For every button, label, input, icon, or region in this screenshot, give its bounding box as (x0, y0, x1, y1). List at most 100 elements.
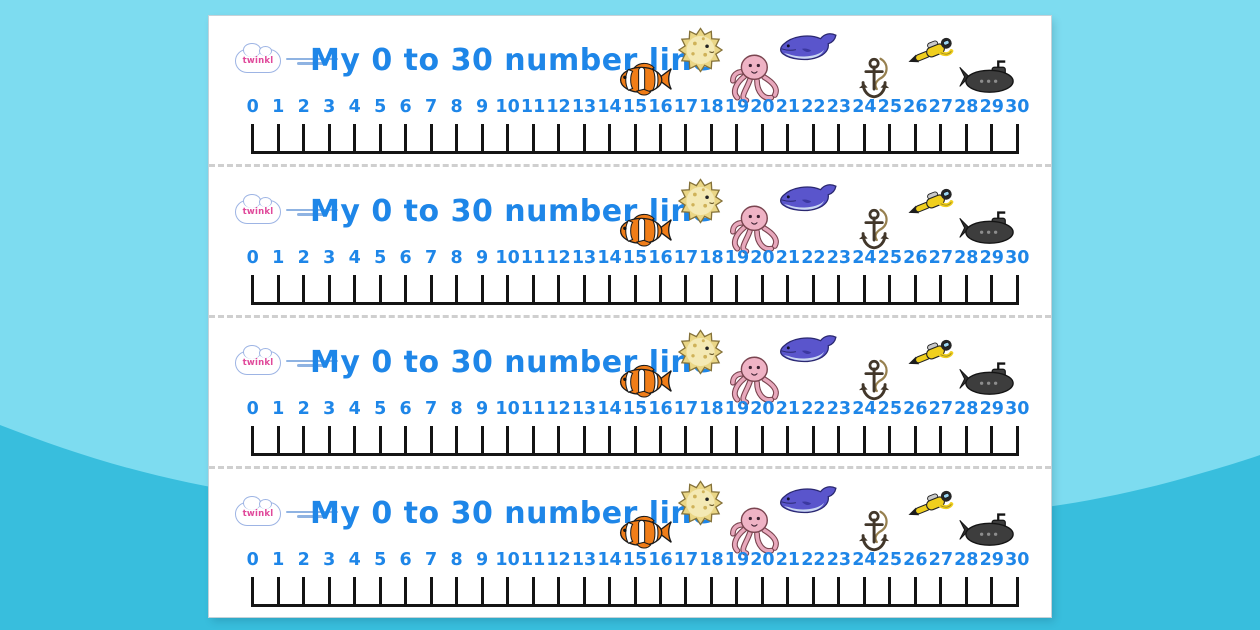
tick-mark (353, 124, 357, 154)
tick-mark (251, 124, 255, 154)
tick-mark (990, 426, 994, 456)
tick-mark (276, 124, 280, 154)
tick-mark (404, 426, 408, 456)
logo-caption-lines (286, 207, 338, 218)
number-label: 16 (648, 550, 673, 570)
number-label: 14 (597, 248, 622, 268)
number-label: 9 (476, 97, 489, 117)
number-label: 21 (775, 248, 801, 268)
tick-mark (735, 577, 739, 607)
tick-mark (633, 124, 637, 154)
tick-mark (786, 577, 790, 607)
number-label: 10 (495, 248, 520, 268)
number-label: 9 (476, 550, 489, 570)
tick-mark (302, 275, 306, 305)
pufferfish-icon (678, 328, 723, 376)
clownfish-icon (618, 60, 673, 98)
number-label: 16 (648, 248, 673, 268)
number-line-ruler (240, 275, 1030, 305)
number-label: 4 (348, 399, 361, 419)
number-label: 21 (775, 97, 801, 117)
tick-mark (837, 577, 841, 607)
tick-mark (658, 275, 662, 305)
number-label: 13 (571, 248, 597, 268)
number-label: 13 (571, 399, 597, 419)
number-label: 30 (1005, 399, 1030, 419)
twinkl-cloud-icon: twinkl (235, 194, 281, 224)
number-label: 17 (673, 399, 699, 419)
tick-mark (888, 124, 892, 154)
tick-mark (251, 275, 255, 305)
twinkl-logo: twinkl (235, 345, 338, 375)
tick-mark (990, 124, 994, 154)
tick-mark (862, 426, 866, 456)
tick-mark (276, 426, 280, 456)
number-label: 0 (246, 399, 259, 419)
number-label: 14 (597, 399, 622, 419)
twinkl-brand-text: twinkl (242, 358, 274, 368)
number-label: 5 (374, 248, 387, 268)
number-label: 23 (826, 97, 852, 117)
tick-mark (608, 124, 612, 154)
number-label: 11 (520, 550, 546, 570)
tick-mark (455, 426, 459, 456)
tick-mark (480, 124, 484, 154)
number-label: 12 (546, 399, 571, 419)
number-label: 8 (450, 248, 463, 268)
whale-icon (775, 333, 839, 367)
number-label: 30 (1005, 248, 1030, 268)
number-label: 28 (954, 550, 979, 570)
number-label: 7 (425, 550, 438, 570)
tick-mark (709, 577, 713, 607)
tick-mark (531, 275, 535, 305)
tick-mark (1015, 426, 1019, 456)
scuba-diver-icon (903, 328, 960, 370)
number-label: 1 (272, 248, 285, 268)
number-label: 30 (1005, 97, 1030, 117)
number-label: 13 (571, 97, 597, 117)
tick-mark (811, 124, 815, 154)
tick-mark (302, 577, 306, 607)
tick-mark (964, 577, 968, 607)
number-label: 11 (520, 248, 546, 268)
clownfish-icon (618, 362, 673, 400)
number-label: 3 (323, 550, 336, 570)
number-label: 22 (801, 399, 826, 419)
number-labels: 0 1 2 3 4 5 6 7 8 9 10 11 12 13 14 15 16 17 18 19 20 21 22 23 24… (240, 398, 1030, 421)
tick-mark (327, 426, 331, 456)
tick-mark (378, 275, 382, 305)
number-label: 26 (903, 550, 928, 570)
twinkl-logo: twinkl (235, 194, 338, 224)
submarine-icon (958, 509, 1014, 549)
tick-mark (455, 124, 459, 154)
logo-caption-lines (286, 56, 338, 67)
tick-mark (327, 577, 331, 607)
number-label: 29 (979, 399, 1004, 419)
tick-mark (709, 124, 713, 154)
number-label: 29 (979, 550, 1004, 570)
tick-mark (939, 124, 943, 154)
number-label: 16 (648, 399, 673, 419)
number-label: 20 (750, 97, 775, 117)
clownfish-icon (618, 211, 673, 249)
number-label: 18 (699, 248, 724, 268)
logo-caption-lines (286, 358, 338, 369)
number-label: 27 (928, 550, 953, 570)
tick-mark (811, 577, 815, 607)
number-label: 24 (852, 399, 877, 419)
number-label: 7 (425, 248, 438, 268)
number-label: 18 (699, 399, 724, 419)
tick-mark (480, 275, 484, 305)
number-label: 13 (571, 550, 597, 570)
tick-mark (531, 124, 535, 154)
tick-mark (684, 426, 688, 456)
tick-mark (913, 577, 917, 607)
tick-mark (658, 577, 662, 607)
number-label: 0 (246, 550, 259, 570)
tick-mark (506, 124, 510, 154)
tick-mark (276, 577, 280, 607)
ruler-baseline (252, 302, 1018, 305)
number-label: 23 (826, 550, 852, 570)
